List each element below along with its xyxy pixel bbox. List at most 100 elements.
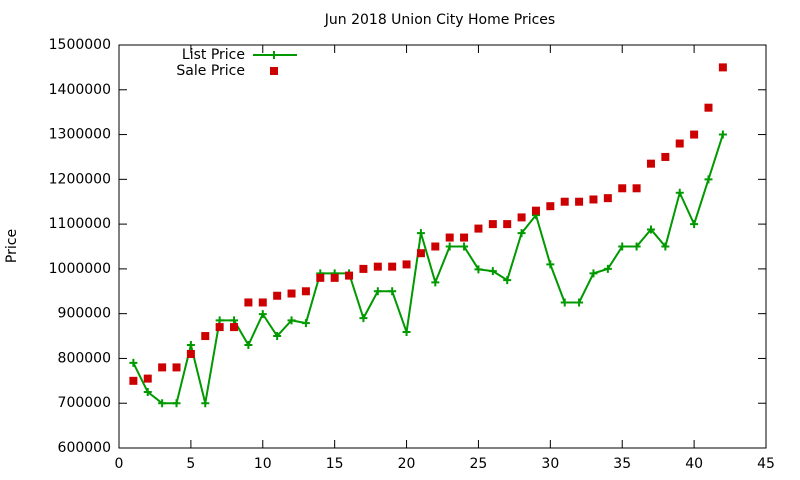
point [488, 267, 497, 276]
point [474, 224, 483, 233]
y-tick-label: 800000 [58, 350, 111, 366]
x-tick-label: 15 [326, 456, 344, 472]
point [273, 291, 282, 300]
point [215, 316, 224, 325]
point [158, 399, 167, 408]
point [244, 341, 253, 350]
x-tick-label: 40 [685, 456, 703, 472]
point [618, 184, 627, 193]
point [345, 271, 354, 280]
point [575, 298, 584, 307]
point [661, 242, 670, 251]
point [460, 233, 469, 242]
point [287, 316, 296, 325]
point [675, 188, 684, 197]
plot-frame [118, 44, 767, 449]
point [503, 276, 512, 285]
point [675, 139, 684, 148]
x-tick-label: 0 [115, 456, 124, 472]
point [273, 332, 282, 341]
point [690, 220, 699, 229]
point [560, 298, 569, 307]
chart-title: Jun 2018 Union City Home Prices [324, 12, 555, 28]
x-tick-label: 10 [254, 456, 272, 472]
point [718, 130, 727, 139]
y-tick-label: 900000 [58, 306, 111, 322]
point [158, 363, 167, 372]
point [474, 265, 483, 274]
x-tick-label: 5 [186, 456, 195, 472]
point [172, 399, 181, 408]
point [287, 289, 296, 298]
point [258, 310, 267, 319]
point [646, 225, 655, 234]
x-tick-label: 45 [757, 456, 775, 472]
point [143, 388, 152, 397]
point [690, 130, 699, 139]
point [575, 197, 584, 206]
point [373, 262, 382, 271]
point [186, 341, 195, 350]
y-tick-label: 1100000 [49, 216, 111, 232]
point [431, 278, 440, 287]
point [517, 229, 526, 238]
point [603, 264, 612, 273]
y-tick-label: 1400000 [49, 82, 111, 98]
legend-marker [270, 51, 278, 59]
point [589, 269, 598, 278]
point [316, 273, 325, 282]
point [503, 220, 512, 229]
legend-marker [270, 67, 278, 75]
point [359, 314, 368, 323]
point [201, 332, 210, 341]
point [546, 260, 555, 269]
y-axis-label: Price [4, 229, 20, 263]
y-tick-label: 1300000 [49, 127, 111, 143]
point [201, 399, 210, 408]
point [402, 260, 411, 269]
point [531, 206, 540, 215]
point [416, 249, 425, 258]
x-tick-label: 30 [541, 456, 559, 472]
point [301, 287, 310, 296]
y-tick-label: 700000 [58, 395, 111, 411]
point [402, 328, 411, 337]
x-tick-label: 20 [398, 456, 416, 472]
point [704, 103, 713, 112]
point [301, 319, 310, 328]
point [661, 152, 670, 161]
y-tick-label: 1200000 [49, 171, 111, 187]
point [704, 175, 713, 184]
point [388, 287, 397, 296]
point [258, 298, 267, 307]
point [431, 242, 440, 251]
point [230, 323, 239, 332]
point [129, 376, 138, 385]
point [330, 273, 339, 282]
point [445, 233, 454, 242]
point [603, 194, 612, 203]
point [589, 195, 598, 204]
x-tick-label: 25 [470, 456, 488, 472]
point [488, 220, 497, 229]
point [143, 374, 152, 383]
point [632, 184, 641, 193]
point [172, 363, 181, 372]
point [618, 242, 627, 251]
point [129, 358, 138, 367]
y-tick-label: 1000000 [49, 261, 111, 277]
point [646, 159, 655, 168]
point [718, 63, 727, 72]
point [373, 287, 382, 296]
point [388, 262, 397, 271]
point [632, 242, 641, 251]
point [244, 298, 253, 307]
y-tick-label: 1500000 [49, 37, 111, 53]
point [546, 202, 555, 211]
point [359, 264, 368, 273]
point [186, 349, 195, 358]
point [416, 229, 425, 238]
x-tick-label: 35 [613, 456, 631, 472]
point [230, 316, 239, 325]
